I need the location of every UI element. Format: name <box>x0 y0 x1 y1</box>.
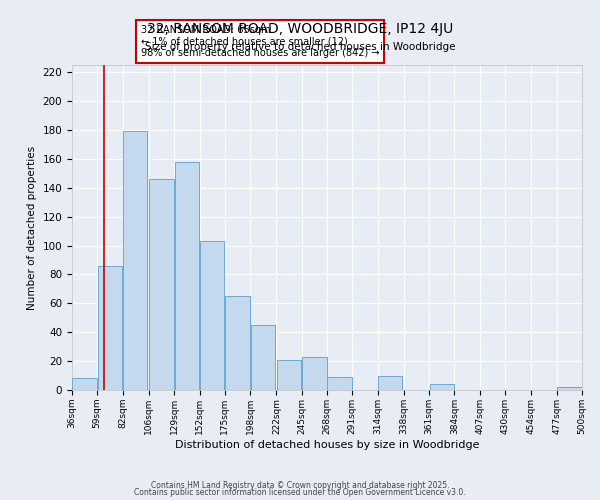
Bar <box>302 357 326 390</box>
Bar <box>73 378 97 390</box>
Text: Contains public sector information licensed under the Open Government Licence v3: Contains public sector information licen… <box>134 488 466 497</box>
Bar <box>225 296 250 390</box>
Text: 32 RANSOM ROAD: 65sqm
← 1% of detached houses are smaller (12)
98% of semi-detac: 32 RANSOM ROAD: 65sqm ← 1% of detached h… <box>141 26 379 58</box>
Bar <box>200 241 224 390</box>
X-axis label: Distribution of detached houses by size in Woodbridge: Distribution of detached houses by size … <box>175 440 479 450</box>
Bar <box>378 376 403 390</box>
Bar <box>123 132 148 390</box>
Bar <box>175 162 199 390</box>
Text: Size of property relative to detached houses in Woodbridge: Size of property relative to detached ho… <box>145 42 455 52</box>
Bar <box>149 179 174 390</box>
Bar <box>328 377 352 390</box>
Bar <box>251 325 275 390</box>
Y-axis label: Number of detached properties: Number of detached properties <box>27 146 37 310</box>
Text: 32, RANSOM ROAD, WOODBRIDGE, IP12 4JU: 32, RANSOM ROAD, WOODBRIDGE, IP12 4JU <box>147 22 453 36</box>
Text: Contains HM Land Registry data © Crown copyright and database right 2025.: Contains HM Land Registry data © Crown c… <box>151 480 449 490</box>
Bar <box>557 387 581 390</box>
Bar <box>98 266 122 390</box>
Bar <box>277 360 301 390</box>
Bar <box>430 384 454 390</box>
